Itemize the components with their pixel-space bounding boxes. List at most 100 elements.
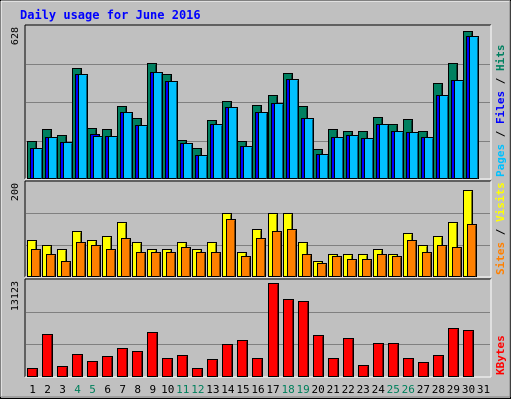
bar-kbytes-day-22 [343,338,354,377]
x-tick-label-day: 19 [296,383,309,396]
bar-kbytes-day-2 [42,334,53,377]
panel-legend: Pages / Files / Hits [494,45,507,178]
bar-sites-day-14 [226,219,236,277]
x-tick-label-day: 8 [134,383,141,396]
x-tick-label-day: 2 [44,383,51,396]
x-tick-label-day: 23 [357,383,370,396]
bar-sites-day-6 [106,249,116,277]
x-tick-label-day: 28 [432,383,445,396]
bar-kbytes-day-4 [72,354,83,377]
bar-pages-day-19 [304,118,314,179]
bar-kbytes-day-8 [132,351,143,377]
x-tick-label-day: 20 [311,383,324,396]
x-tick-label-day: 14 [221,383,235,396]
bar-kbytes-day-28 [433,355,444,377]
x-tick-label-day: 3 [59,383,66,396]
x-tick-label-day: 15 [236,383,249,396]
bar-sites-day-29 [452,247,462,277]
x-tick-label-day: 9 [149,383,156,396]
bar-kbytes-day-26 [403,358,414,377]
y-max-label: 13123 [10,281,21,311]
bar-kbytes-day-14 [222,344,233,377]
bar-sites-day-30 [467,224,477,277]
bar-kbytes-day-16 [252,358,263,377]
legend-entry: Files [494,91,507,124]
x-tick-label-day: 11 [176,383,189,396]
x-tick-label-day: 4 [74,383,81,396]
bar-kbytes-day-13 [207,359,218,377]
bar-sites-day-16 [256,238,266,277]
bar-kbytes-day-6 [102,356,113,377]
bar-kbytes-day-30 [463,330,474,377]
x-tick-label-day: 30 [462,383,475,396]
bar-sites-day-20 [317,263,327,277]
legend-entry: KBytes [494,335,507,375]
bar-sites-day-27 [422,252,432,277]
x-tick-label-day: 17 [266,383,279,396]
bar-kbytes-day-20 [313,335,324,377]
bar-kbytes-day-12 [192,368,203,377]
bar-sites-day-4 [76,242,86,277]
panel-kbytes: 13123 KBytes [10,278,507,378]
bar-kbytes-day-15 [237,340,248,377]
bar-sites-day-13 [211,252,221,277]
legend-entry: Sites [494,242,507,275]
bar-sites-day-10 [166,252,176,277]
bar-pages-day-4 [78,74,88,179]
bar-sites-day-22 [347,259,357,277]
bar-sites-day-24 [377,254,387,277]
bar-kbytes-day-19 [298,301,309,377]
bar-kbytes-day-29 [448,328,459,377]
x-tick-label-day: 16 [251,383,264,396]
x-tick-label-day: 13 [206,383,219,396]
bar-sites-day-1 [31,249,41,277]
x-tick-label-day: 10 [161,383,174,396]
legend-separator: / [494,124,507,144]
bar-sites-day-25 [392,256,402,277]
bar-sites-day-8 [136,252,146,277]
bar-sites-day-26 [407,240,417,277]
bar-sites-day-23 [362,259,372,277]
x-tick-label-day: 18 [281,383,294,396]
bar-kbytes-day-21 [328,358,339,377]
bar-sites-day-5 [91,245,101,277]
legend-separator: / [494,222,507,242]
bar-sites-day-12 [196,252,206,277]
x-tick-label-day: 12 [191,383,204,396]
x-tick-label-day: 26 [402,383,415,396]
bar-kbytes-day-1 [27,368,38,377]
x-tick-label-day: 29 [447,383,460,396]
panel-visits-sites: 200 Sites / Visits [10,180,507,278]
bar-sites-day-9 [151,252,161,277]
bar-kbytes-day-10 [162,358,173,377]
panel-pages-files-hits: 628 Pages / Files / Hits [10,24,507,180]
x-tick-label-day: 1 [29,383,36,396]
x-tick-label-day: 24 [372,383,386,396]
legend-separator: / [494,71,507,91]
x-tick-labels: 1 2 3 4 5 6 7 8 9 10 11 12 13 14 15 16 17 18 19 20 21 22 23 24 2… [29,383,490,396]
panel-legend: KBytes [494,335,507,375]
chart-panels: 628 Pages / Files / Hits 200 Sites / Visits… [10,24,507,378]
bar-pages-day-16 [258,112,268,179]
bar-sites-day-7 [121,238,131,277]
y-max-label: 628 [10,27,21,45]
bar-sites-day-21 [332,256,342,277]
bar-kbytes-day-27 [418,362,429,377]
bar-kbytes-day-17 [268,283,279,377]
chart-title: Daily usage for June 2016 [20,8,201,22]
bar-sites-day-11 [181,247,191,277]
x-tick-label-day: 25 [387,383,400,396]
bar-sites-day-18 [287,229,297,277]
bar-kbytes-day-9 [147,332,158,377]
x-tick-label-day: 27 [417,383,430,396]
legend-entry: Visits [494,182,507,222]
x-tick-label-day: 5 [89,383,96,396]
bar-kbytes-day-7 [117,348,128,377]
panel-legend: Sites / Visits [494,182,507,275]
bar-sites-day-15 [241,256,251,277]
bar-kbytes-day-5 [87,361,98,377]
bar-sites-day-2 [46,254,56,277]
bar-kbytes-day-18 [283,299,294,377]
x-tick-label-day: 31 [477,383,490,396]
